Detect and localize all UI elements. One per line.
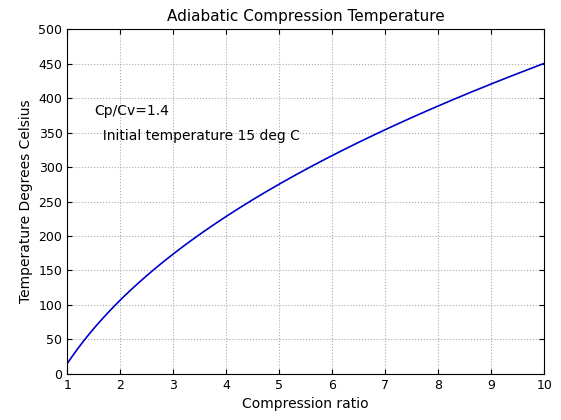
Y-axis label: Temperature Degrees Celsius: Temperature Degrees Celsius (19, 100, 33, 303)
X-axis label: Compression ratio: Compression ratio (242, 397, 369, 411)
Text: Initial temperature 15 deg C: Initial temperature 15 deg C (94, 129, 300, 143)
Title: Adiabatic Compression Temperature: Adiabatic Compression Temperature (167, 9, 445, 24)
Text: Cp/Cv=1.4: Cp/Cv=1.4 (94, 105, 169, 118)
